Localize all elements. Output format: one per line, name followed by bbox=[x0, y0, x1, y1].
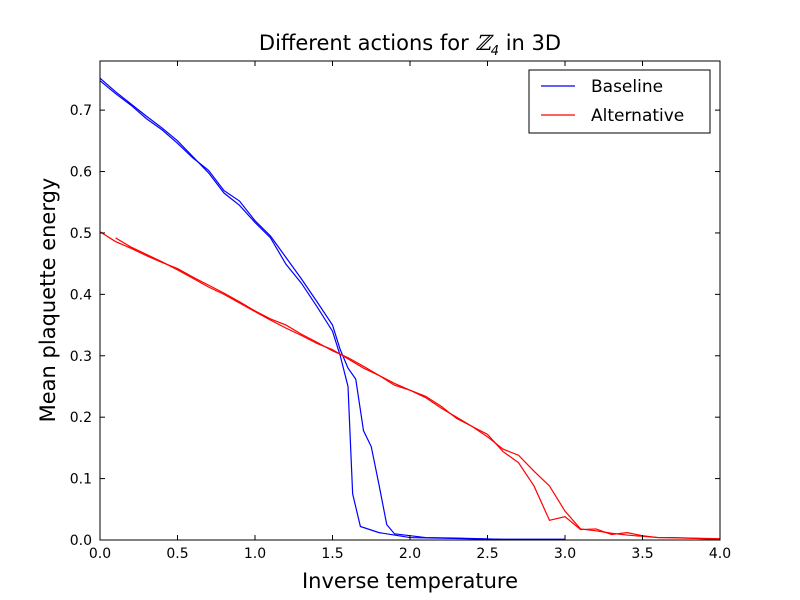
series-line-baseline-1 bbox=[99, 77, 565, 540]
y-tick-label: 0.4 bbox=[70, 287, 92, 303]
y-tick-label: 0.1 bbox=[70, 472, 92, 488]
legend-label-baseline: Baseline bbox=[591, 77, 663, 97]
x-tick-label: 3.5 bbox=[631, 546, 653, 562]
x-axis-label: Inverse temperature bbox=[302, 569, 518, 593]
y-tick-label: 0.5 bbox=[70, 226, 92, 242]
x-tick-label: 2.5 bbox=[476, 546, 498, 562]
x-tick-label: 4.0 bbox=[709, 546, 731, 562]
axis-ticks bbox=[99, 61, 721, 541]
chart-title: Different actions for ℤ4 in 3D bbox=[259, 31, 561, 59]
y-tick-label: 0.3 bbox=[70, 349, 92, 365]
legend: Baseline Alternative bbox=[528, 69, 711, 134]
y-tick-label: 0.7 bbox=[70, 103, 92, 119]
y-tick-label: 0.6 bbox=[70, 165, 92, 181]
x-tick-labels: 0.0 0.5 1.0 1.5 2.0 2.5 3.0 3.5 4.0 bbox=[89, 546, 731, 562]
y-tick-label: 0.2 bbox=[70, 410, 92, 426]
legend-label-alternative: Alternative bbox=[591, 106, 684, 126]
x-tick-label: 1.5 bbox=[321, 546, 343, 562]
y-tick-labels: 0.0 0.1 0.2 0.3 0.4 0.5 0.6 0.7 bbox=[70, 103, 92, 549]
plot-lines bbox=[99, 77, 721, 540]
x-tick-label: 1.0 bbox=[244, 546, 266, 562]
x-tick-label: 3.0 bbox=[554, 546, 576, 562]
series-line-baseline-2 bbox=[99, 80, 565, 540]
y-axis-label: Mean plaquette energy bbox=[36, 178, 60, 423]
legend-box bbox=[528, 69, 711, 134]
x-tick-label: 0.0 bbox=[89, 546, 111, 562]
series-line-alternative-1 bbox=[99, 231, 721, 540]
x-tick-label: 2.0 bbox=[399, 546, 421, 562]
y-tick-label: 0.0 bbox=[70, 533, 92, 549]
series-line-alternative-2 bbox=[115, 237, 721, 540]
x-tick-label: 0.5 bbox=[166, 546, 188, 562]
